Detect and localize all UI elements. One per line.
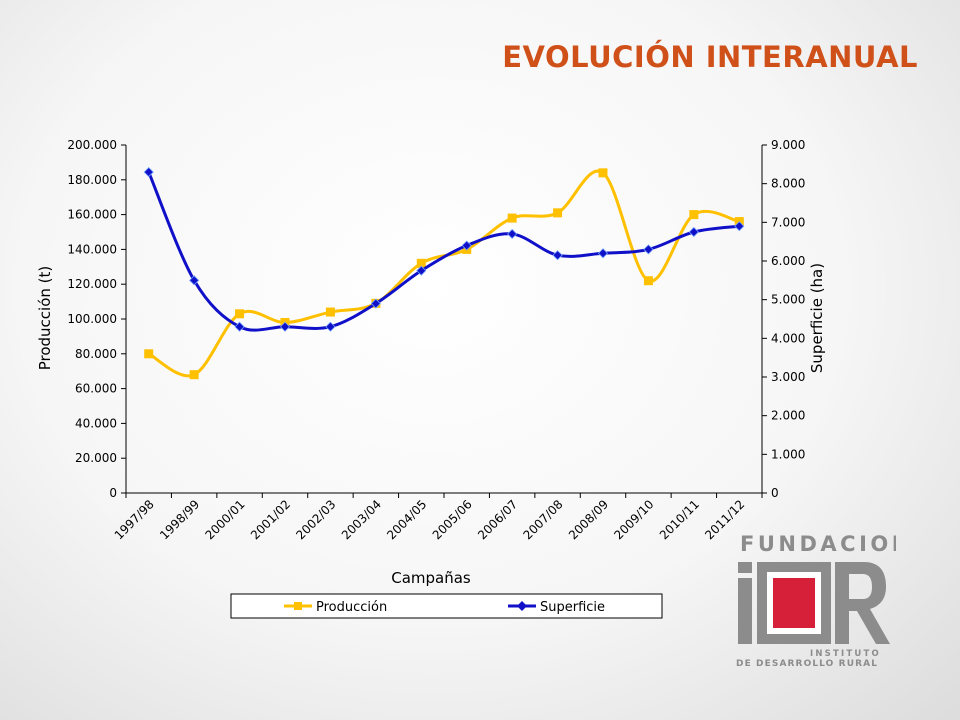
point-produccion <box>144 349 154 359</box>
right-tick-label: 6.000 <box>771 254 805 268</box>
x-tick-label: 2008/09 <box>566 497 611 542</box>
x-tick-label: 2005/06 <box>430 497 475 542</box>
point-superficie <box>325 321 336 332</box>
left-axis: 0 20.000 40.000 60.000 80.000 100.000 120.000 1… <box>67 138 127 500</box>
left-tick-label: 120.000 <box>67 277 117 291</box>
right-tick-label: 1.000 <box>771 447 805 461</box>
right-tick-label: 2.000 <box>771 409 805 423</box>
point-superficie <box>279 321 291 332</box>
point-produccion <box>643 276 653 286</box>
x-tick-label: 1997/98 <box>112 497 157 542</box>
left-axis-title: Producción (t) <box>36 266 54 371</box>
left-tick-label: 160.000 <box>67 208 117 222</box>
series-line-superficie <box>147 171 740 332</box>
point-produccion <box>189 370 199 380</box>
right-tick-label: 7.000 <box>771 215 805 229</box>
right-tick-label: 4.000 <box>771 331 805 345</box>
series-line-produccion <box>147 169 740 378</box>
left-tick-label: 20.000 <box>75 451 117 465</box>
point-superficie <box>597 248 609 259</box>
x-tick-label: 1998/99 <box>157 497 202 542</box>
point-superficie <box>143 167 154 178</box>
left-tick-label: 80.000 <box>75 347 117 361</box>
point-produccion <box>416 258 426 268</box>
legend-superficie-marker <box>517 601 527 611</box>
logo-i-dot <box>738 562 752 573</box>
x-tick-label: 2003/04 <box>339 497 384 542</box>
legend-produccion-marker <box>294 602 302 610</box>
left-tick-label: 100.000 <box>67 312 117 326</box>
point-produccion <box>598 168 608 178</box>
series-layer <box>143 167 745 380</box>
x-tick-label: 2002/03 <box>293 497 338 542</box>
point-superficie <box>734 221 745 232</box>
left-tick-label: 40.000 <box>75 416 117 430</box>
x-tick-label: 2006/07 <box>475 497 520 542</box>
legend-superficie-label: Superficie <box>540 600 605 615</box>
left-tick-label: 140.000 <box>67 242 117 256</box>
point-superficie <box>643 244 654 255</box>
point-produccion <box>553 208 563 218</box>
legend: Producción Superficie <box>230 593 663 619</box>
right-axis-title: Superficie (ha) <box>808 263 826 373</box>
point-superficie <box>234 321 245 332</box>
point-superficie <box>370 298 381 309</box>
right-tick-label: 0 <box>771 486 779 500</box>
logo-desarrollo-rural-text: DE DESARROLLO RURAL <box>736 659 878 667</box>
point-produccion <box>689 210 699 220</box>
x-tick-label: 2009/10 <box>611 497 656 542</box>
right-tick-label: 3.000 <box>771 370 805 384</box>
logo-fundacion-text: FUNDACION <box>740 532 896 556</box>
left-tick-label: 0 <box>109 486 117 500</box>
right-tick-label: 8.000 <box>771 177 805 191</box>
logo-r-letter <box>835 562 890 644</box>
slide-title: EVOLUCIÓN INTERANUAL <box>502 40 918 74</box>
left-tick-label: 180.000 <box>67 173 117 187</box>
x-tick-label: 2000/01 <box>203 497 248 542</box>
point-superficie <box>688 226 699 238</box>
x-axis-title: Campañas <box>391 569 471 587</box>
right-tick-label: 9.000 <box>771 138 805 152</box>
x-tick-label: 2004/05 <box>384 497 429 542</box>
fundacion-idr-logo: FUNDACION INSTITUTO DE DESARROLLO RURAL <box>736 532 896 667</box>
point-superficie <box>507 228 518 239</box>
left-tick-label: 60.000 <box>75 382 117 396</box>
x-tick-label: 2007/08 <box>521 497 566 542</box>
point-superficie <box>189 275 200 286</box>
x-tick-label: 2010/11 <box>657 497 702 542</box>
logo-d-red <box>773 578 815 628</box>
point-superficie <box>552 250 563 261</box>
right-tick-label: 5.000 <box>771 293 805 307</box>
point-superficie <box>461 240 472 251</box>
logo-instituto-text: INSTITUTO <box>810 649 881 659</box>
point-produccion <box>507 213 517 223</box>
logo-i-stem <box>738 578 752 644</box>
right-axis: 0 1.000 2.000 3.000 4.000 5.000 6.000 7.000 8.00… <box>761 138 805 500</box>
point-produccion <box>325 307 335 317</box>
x-tick-label: 2001/02 <box>248 497 293 542</box>
left-tick-label: 200.000 <box>67 138 117 152</box>
legend-produccion-label: Producción <box>316 600 387 615</box>
x-axis: 1997/98 1998/99 2000/01 2001/02 2002/03 2003/… <box>112 492 763 542</box>
point-produccion <box>235 309 245 319</box>
point-superficie <box>416 265 427 276</box>
